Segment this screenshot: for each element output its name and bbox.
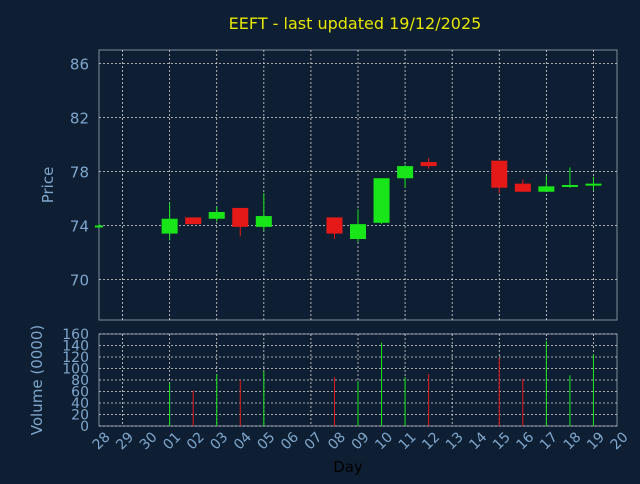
- x-tick-label: 15: [490, 429, 514, 453]
- candle-body: [514, 183, 531, 192]
- candle-body: [350, 224, 366, 239]
- chart-title: EEFT - last updated 19/12/2025: [228, 14, 482, 33]
- volume-tick-label: 40: [71, 396, 89, 412]
- x-tick-label: 09: [349, 429, 373, 453]
- x-tick-label: 12: [419, 429, 443, 453]
- x-tick-label: 30: [137, 429, 161, 453]
- x-tick-label: 08: [325, 429, 349, 453]
- candle-body: [397, 166, 414, 179]
- candle-body: [232, 207, 249, 227]
- x-tick-label: 17: [537, 429, 561, 453]
- volume-tick-label: 160: [62, 327, 89, 343]
- x-tick-label: 11: [396, 429, 420, 453]
- candle-body: [538, 186, 555, 192]
- x-tick-label: 28: [90, 429, 114, 453]
- x-tick-label: 13: [443, 429, 467, 453]
- volume-tick-label: 100: [62, 362, 89, 378]
- volume-tick-label: 60: [71, 385, 89, 401]
- x-tick-label: 18: [561, 429, 585, 453]
- x-tick-label: 03: [207, 429, 231, 453]
- price-tick-label: 86: [70, 56, 89, 74]
- x-tick-label: 19: [584, 429, 608, 453]
- candle-body: [491, 160, 508, 188]
- x-axis-label: Day: [333, 458, 363, 476]
- volume-tick-label: 140: [62, 339, 89, 355]
- candle-body: [95, 225, 103, 228]
- x-tick-label: 16: [514, 429, 538, 453]
- volume-tick-label: 20: [71, 408, 89, 424]
- candle-body: [326, 217, 343, 234]
- price-tick-label: 74: [70, 218, 89, 236]
- volume-tick-label: 80: [71, 373, 89, 389]
- candle-body: [561, 185, 578, 187]
- x-tick-label: 04: [231, 429, 255, 453]
- price-tick-label: 82: [70, 110, 89, 128]
- x-tick-label: 01: [160, 429, 184, 453]
- candle-body: [420, 162, 437, 167]
- candle-body: [585, 183, 602, 186]
- x-tick-label: 06: [278, 429, 302, 453]
- x-tick-label: 14: [466, 429, 490, 453]
- x-tick-label: 29: [113, 429, 137, 453]
- price-tick-label: 70: [70, 272, 89, 290]
- x-tick-label: 20: [608, 429, 632, 453]
- candle-body: [161, 218, 178, 234]
- candle-body: [255, 216, 272, 227]
- x-tick-label: 10: [372, 429, 396, 453]
- volume-axis-label: Volume (0000): [28, 325, 46, 435]
- candle-body: [373, 178, 390, 223]
- x-tick-label: 07: [302, 429, 326, 453]
- volume-tick-label: 0: [80, 419, 89, 435]
- candle-body: [185, 217, 202, 225]
- volume-tick-label: 120: [62, 350, 89, 366]
- price-tick-label: 78: [70, 164, 89, 182]
- x-tick-label: 02: [184, 429, 208, 453]
- price-axis-label: Price: [39, 167, 57, 204]
- candle-body: [208, 212, 225, 219]
- x-tick-label: 05: [255, 429, 279, 453]
